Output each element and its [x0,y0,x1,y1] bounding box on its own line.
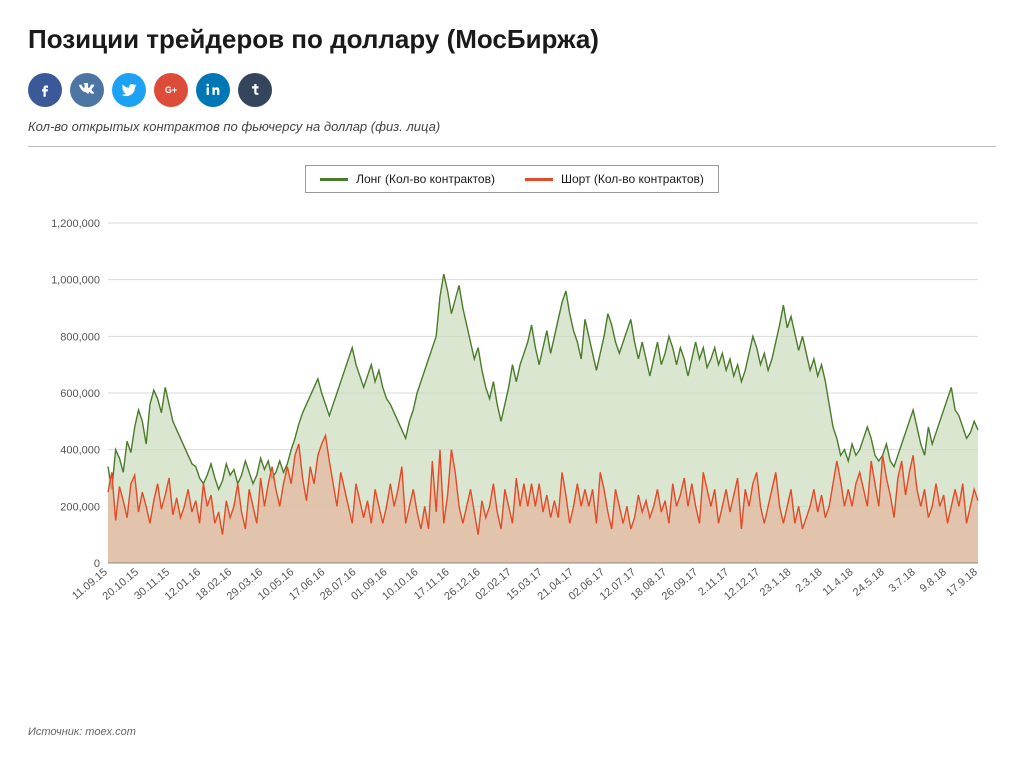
chart-container: Лонг (Кол-во контрактов) Шорт (Кол-во кон… [28,165,996,738]
tumblr-icon [246,81,264,99]
facebook-icon [36,81,54,99]
page-title: Позиции трейдеров по доллару (МосБиржа) [28,24,996,55]
separator [28,146,996,147]
legend-item: Шорт (Кол-во контрактов) [525,172,704,186]
svg-text:800,000: 800,000 [60,331,100,343]
svg-text:1,000,000: 1,000,000 [51,275,100,287]
legend-item: Лонг (Кол-во контрактов) [320,172,495,186]
share-google-button[interactable]: G+ [154,73,188,107]
svg-text:200,000: 200,000 [60,501,100,513]
chart-subtitle: Кол-во открытых контрактов по фьючерсу н… [28,119,996,134]
linkedin-icon [204,81,222,99]
vk-icon [78,81,96,99]
svg-text:1,200,000: 1,200,000 [51,218,100,230]
chart-svg: 0200,000400,000600,000800,0001,000,0001,… [28,203,988,713]
legend-swatch [320,178,348,181]
svg-text:G+: G+ [165,85,177,95]
svg-text:23.1.18: 23.1.18 [758,566,794,599]
share-row: G+ [28,73,996,107]
svg-text:11.4.18: 11.4.18 [820,566,855,598]
svg-text:3.7.18: 3.7.18 [887,566,918,595]
google-icon: G+ [162,81,180,99]
svg-text:600,000: 600,000 [60,388,100,400]
share-facebook-button[interactable] [28,73,62,107]
legend-swatch [525,178,553,181]
share-linkedin-button[interactable] [196,73,230,107]
chart-source: Источник: moex.com [28,726,996,738]
share-twitter-button[interactable] [112,73,146,107]
legend-label: Шорт (Кол-во контрактов) [561,172,704,186]
svg-text:24.5.18: 24.5.18 [851,566,887,599]
legend-label: Лонг (Кол-во контрактов) [356,172,495,186]
share-tumblr-button[interactable] [238,73,272,107]
svg-text:17.9.18: 17.9.18 [944,566,980,599]
twitter-icon [120,81,138,99]
share-vk-button[interactable] [70,73,104,107]
svg-text:400,000: 400,000 [60,445,100,457]
svg-text:2.3.18: 2.3.18 [793,566,824,595]
chart-legend: Лонг (Кол-во контрактов) Шорт (Кол-во кон… [305,165,719,193]
